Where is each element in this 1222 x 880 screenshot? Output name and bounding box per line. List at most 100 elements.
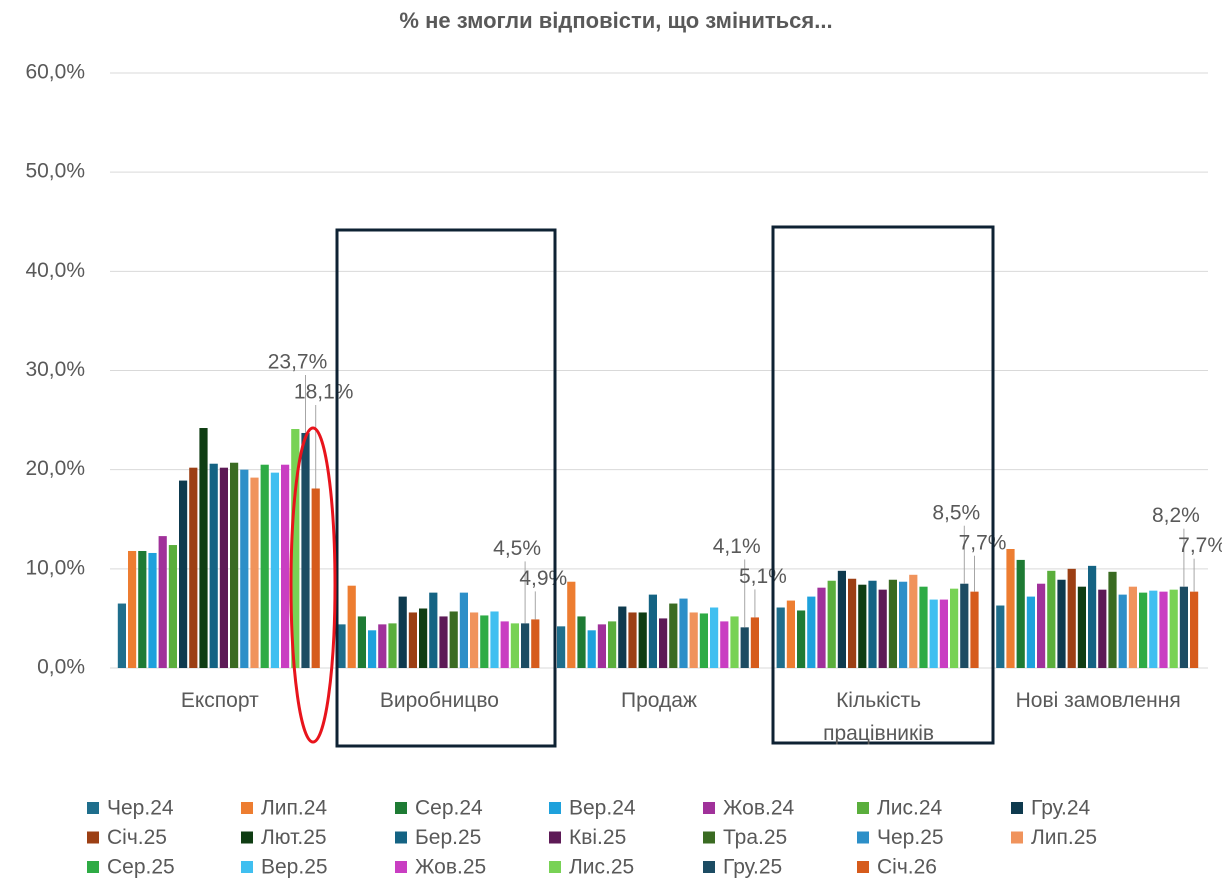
bar bbox=[577, 616, 586, 668]
bar bbox=[899, 581, 908, 668]
legend-label: Чер.25 bbox=[877, 826, 944, 849]
legend-swatch bbox=[857, 831, 869, 844]
bar bbox=[837, 570, 846, 668]
bar bbox=[128, 550, 137, 668]
legend-swatch bbox=[395, 861, 407, 873]
data-label: 4,1% bbox=[713, 535, 761, 558]
bar bbox=[490, 611, 499, 668]
bar bbox=[240, 469, 249, 668]
bar bbox=[480, 615, 489, 668]
legend-swatch bbox=[549, 831, 561, 844]
legend-swatch bbox=[703, 831, 715, 844]
legend-swatch bbox=[703, 802, 715, 814]
bar bbox=[1057, 579, 1066, 668]
legend-swatch bbox=[549, 861, 561, 873]
bar bbox=[597, 624, 606, 668]
bar bbox=[1108, 571, 1117, 668]
x-tick-label: Нові замовлення bbox=[1015, 689, 1181, 712]
bar bbox=[858, 584, 867, 668]
bar bbox=[531, 619, 540, 668]
bar bbox=[939, 599, 948, 668]
bar bbox=[1118, 594, 1127, 668]
data-label: 4,9% bbox=[519, 567, 567, 590]
bar bbox=[408, 612, 417, 668]
bar bbox=[1179, 586, 1188, 668]
legend-swatch bbox=[87, 831, 99, 844]
y-tick-label: 0,0% bbox=[37, 656, 85, 679]
legend-label: Лис.25 bbox=[569, 856, 634, 879]
data-label: 18,1% bbox=[294, 381, 354, 404]
bar bbox=[429, 592, 438, 668]
bar bbox=[638, 612, 647, 668]
data-label: 23,7% bbox=[268, 351, 328, 374]
bar bbox=[750, 617, 759, 668]
data-label: 7,7% bbox=[1178, 534, 1222, 557]
y-tick-label: 20,0% bbox=[25, 457, 85, 480]
bar bbox=[567, 581, 576, 668]
bar bbox=[357, 616, 366, 668]
legend-swatch bbox=[395, 831, 407, 844]
legend-label: Чер.24 bbox=[107, 797, 174, 820]
bar bbox=[470, 612, 479, 668]
bar bbox=[158, 536, 167, 668]
bar bbox=[439, 616, 448, 668]
legend-label: Жов.24 bbox=[723, 797, 795, 820]
bar bbox=[587, 630, 596, 668]
bar bbox=[138, 550, 147, 668]
bar bbox=[1077, 586, 1086, 668]
bar bbox=[1169, 589, 1178, 668]
bar bbox=[117, 603, 126, 668]
bar bbox=[1098, 589, 1107, 668]
bar bbox=[710, 607, 719, 668]
bar bbox=[720, 621, 729, 668]
bar bbox=[1067, 568, 1076, 668]
bar bbox=[270, 472, 279, 668]
chart-title: % не змогли відповісти, що зміниться... bbox=[399, 8, 832, 33]
bar bbox=[301, 432, 310, 668]
legend-label: Лют.25 bbox=[261, 826, 327, 849]
bar bbox=[521, 623, 530, 668]
legend-swatch bbox=[241, 802, 253, 814]
bar bbox=[1047, 570, 1056, 668]
bar bbox=[797, 610, 806, 668]
y-tick-label: 30,0% bbox=[25, 358, 85, 381]
bar bbox=[817, 587, 826, 668]
bar bbox=[368, 630, 377, 668]
x-tick-label: Виробницво bbox=[379, 689, 499, 712]
data-label: 8,5% bbox=[932, 501, 980, 524]
bar bbox=[950, 588, 959, 668]
bar bbox=[848, 578, 857, 668]
bar bbox=[281, 464, 290, 668]
bar bbox=[786, 600, 795, 668]
bar bbox=[449, 611, 458, 668]
bar bbox=[929, 599, 938, 668]
y-tick-label: 60,0% bbox=[25, 61, 85, 84]
bar bbox=[260, 464, 269, 668]
legend-label: Вер.24 bbox=[569, 797, 636, 820]
bar bbox=[209, 463, 218, 668]
bar bbox=[878, 589, 887, 668]
legend-swatch bbox=[703, 861, 715, 873]
bar bbox=[807, 596, 816, 668]
bar bbox=[970, 591, 979, 668]
bar bbox=[459, 592, 468, 668]
legend-label: Лис.24 bbox=[877, 797, 943, 820]
bar bbox=[1088, 565, 1097, 668]
data-label: 8,2% bbox=[1152, 504, 1200, 527]
bar bbox=[679, 598, 688, 668]
x-tick-label: Продаж bbox=[621, 689, 697, 712]
legend-swatch bbox=[241, 831, 253, 844]
bar bbox=[689, 612, 698, 668]
bar bbox=[1006, 549, 1015, 668]
bar bbox=[648, 594, 657, 668]
bar bbox=[148, 552, 157, 668]
legend-label: Сер.24 bbox=[415, 797, 483, 820]
highlight-box bbox=[771, 225, 995, 745]
bar bbox=[919, 586, 928, 668]
legend-swatch bbox=[87, 861, 99, 873]
legend-swatch bbox=[395, 802, 407, 814]
legend-swatch bbox=[857, 802, 869, 814]
bar bbox=[730, 616, 739, 668]
